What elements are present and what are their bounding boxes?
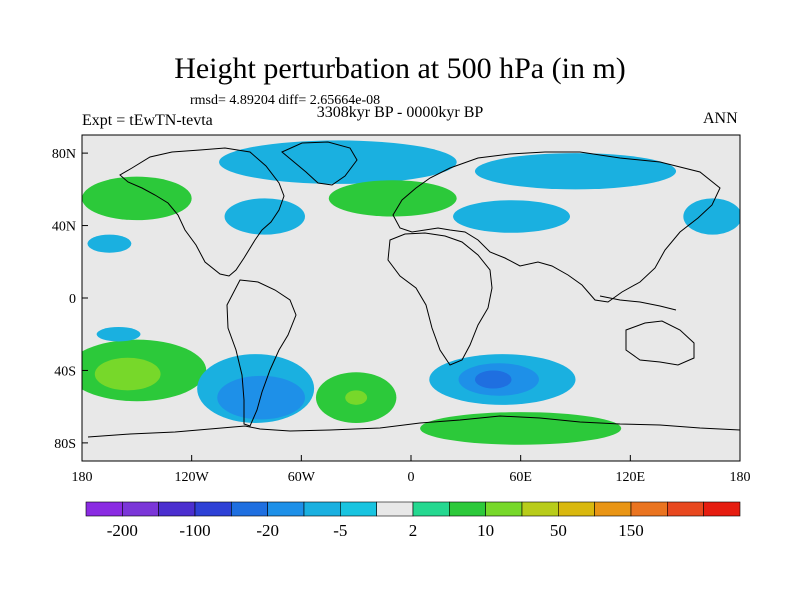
field-region-south-america-low-core bbox=[217, 375, 305, 420]
colorbar-swatch bbox=[412, 501, 450, 517]
field-region-antarctic-ridge bbox=[420, 412, 622, 445]
latitude-axis: 80N 40N 0 40S 80S bbox=[52, 147, 88, 452]
colorbar-label: 50 bbox=[550, 521, 567, 540]
lat-tick-label: 0 bbox=[69, 292, 76, 307]
field-region-siberia-low bbox=[474, 153, 677, 190]
colorbar-label: -5 bbox=[333, 521, 347, 540]
field-region-indian-ocean-low-center bbox=[474, 370, 512, 389]
colorbar-swatch bbox=[667, 501, 704, 517]
colorbar-swatch bbox=[703, 501, 741, 517]
colorbar-swatch bbox=[85, 501, 123, 517]
colorbar-swatch bbox=[521, 501, 559, 517]
colorbar-label: -200 bbox=[107, 521, 138, 540]
colorbar-swatch bbox=[122, 501, 159, 517]
colorbar-label: 150 bbox=[618, 521, 644, 540]
field-region-north-pacific-high bbox=[82, 176, 192, 221]
experiment-label: Expt = tEwTN-tevta bbox=[82, 112, 213, 129]
season-label: ANN bbox=[703, 110, 738, 127]
lat-tick-label: 80N bbox=[52, 147, 76, 162]
stats-text: rmsd= 4.89204 diff= 2.65664e-08 bbox=[190, 93, 381, 108]
lon-tick-label: 120E bbox=[616, 470, 646, 485]
lon-tick-label: 120W bbox=[175, 470, 210, 485]
lat-tick-label: 40N bbox=[52, 220, 76, 235]
lat-tick-label: 80S bbox=[54, 437, 76, 452]
colorbar-swatch bbox=[158, 501, 196, 517]
field-region-east-pacific-low bbox=[87, 234, 132, 253]
field-region-south-atlantic-core bbox=[345, 390, 368, 405]
field-regions bbox=[82, 140, 740, 445]
colorbar-swatch bbox=[485, 501, 523, 517]
colorbar-swatch bbox=[558, 501, 595, 517]
field-region-atlantic-ridge bbox=[328, 180, 457, 217]
colorbar-label: 2 bbox=[409, 521, 418, 540]
lat-tick-label: 40S bbox=[54, 364, 76, 379]
colorbar-swatch bbox=[630, 501, 668, 517]
colorbar-swatch bbox=[194, 501, 232, 517]
colorbar: -200 -100 -20 -5 2 10 50 150 bbox=[85, 501, 741, 540]
colorbar-label: -20 bbox=[256, 521, 279, 540]
field-region-arctic-low bbox=[219, 140, 457, 184]
field-region-tropical-pacific-low bbox=[96, 326, 141, 342]
colorbar-label: 10 bbox=[477, 521, 494, 540]
colorbar-swatch bbox=[267, 501, 305, 517]
field-region-west-pacific-low bbox=[683, 198, 740, 235]
colorbar-swatch bbox=[340, 501, 377, 517]
field-region-north-america-low bbox=[224, 198, 305, 235]
lon-tick-label: 180 bbox=[730, 470, 751, 485]
colorbar-label: -100 bbox=[179, 521, 210, 540]
lon-tick-label: 60W bbox=[288, 470, 316, 485]
figure-title: Height perturbation at 500 hPa (in m) bbox=[174, 52, 626, 85]
colorbar-swatch bbox=[449, 501, 486, 517]
field-region-central-asia-low bbox=[453, 200, 571, 233]
lon-tick-label: 60E bbox=[509, 470, 532, 485]
longitude-axis: 180 120W 60W 0 60E 120E 180 bbox=[72, 455, 751, 485]
period-label: 3308kyr BP - 0000kyr BP bbox=[316, 104, 484, 121]
lon-tick-label: 0 bbox=[408, 470, 415, 485]
field-region-south-pacific-core bbox=[94, 357, 161, 391]
colorbar-swatch bbox=[303, 501, 341, 517]
colorbar-swatch bbox=[231, 501, 268, 517]
colorbar-swatch bbox=[376, 501, 414, 517]
lon-tick-label: 180 bbox=[72, 470, 93, 485]
colorbar-swatch bbox=[594, 501, 632, 517]
coastlines bbox=[87, 141, 740, 438]
